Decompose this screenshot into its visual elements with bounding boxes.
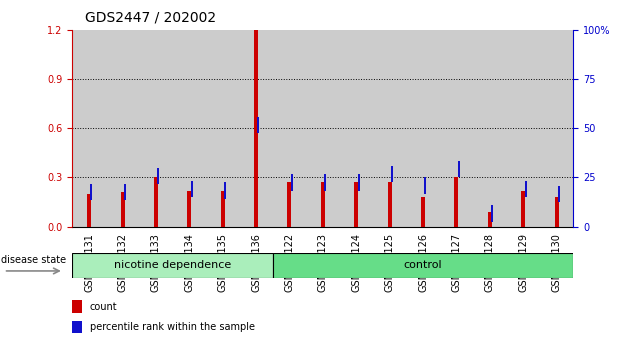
Text: GDS2447 / 202002: GDS2447 / 202002: [85, 11, 216, 25]
Bar: [473, 30, 507, 227]
Text: percentile rank within the sample: percentile rank within the sample: [90, 322, 255, 332]
Bar: [87, 194, 91, 227]
Bar: [454, 177, 459, 227]
Bar: [72, 253, 273, 278]
Bar: [440, 30, 473, 227]
Bar: [391, 166, 393, 182]
Bar: [224, 182, 226, 199]
Bar: [387, 182, 392, 227]
Bar: [291, 174, 293, 190]
Bar: [540, 30, 573, 227]
Bar: [124, 184, 126, 200]
Bar: [139, 30, 173, 227]
Bar: [306, 30, 340, 227]
Bar: [458, 161, 460, 177]
Text: count: count: [90, 302, 118, 312]
Bar: [72, 30, 106, 227]
Bar: [258, 117, 260, 133]
Bar: [273, 253, 573, 278]
Bar: [154, 177, 158, 227]
Bar: [425, 177, 427, 194]
Bar: [187, 190, 192, 227]
Bar: [220, 190, 225, 227]
Bar: [558, 185, 560, 202]
Bar: [324, 174, 326, 190]
Bar: [406, 30, 440, 227]
Bar: [421, 197, 425, 227]
Bar: [206, 30, 239, 227]
Bar: [72, 300, 83, 313]
Bar: [120, 192, 125, 227]
Bar: [507, 30, 540, 227]
Bar: [373, 30, 406, 227]
Bar: [273, 30, 306, 227]
Bar: [254, 30, 258, 227]
Bar: [491, 205, 493, 222]
Bar: [106, 30, 139, 227]
Bar: [358, 174, 360, 190]
Bar: [525, 181, 527, 197]
Bar: [521, 190, 525, 227]
Bar: [191, 181, 193, 197]
Bar: [287, 182, 292, 227]
Text: control: control: [404, 261, 442, 270]
Bar: [239, 30, 273, 227]
Bar: [554, 197, 559, 227]
Text: nicotine dependence: nicotine dependence: [114, 261, 231, 270]
Bar: [340, 30, 373, 227]
Bar: [488, 212, 492, 227]
Bar: [72, 320, 83, 333]
Bar: [173, 30, 206, 227]
Bar: [158, 168, 159, 184]
Bar: [91, 184, 93, 200]
Bar: [321, 182, 325, 227]
Text: disease state: disease state: [1, 255, 67, 265]
Bar: [354, 182, 358, 227]
